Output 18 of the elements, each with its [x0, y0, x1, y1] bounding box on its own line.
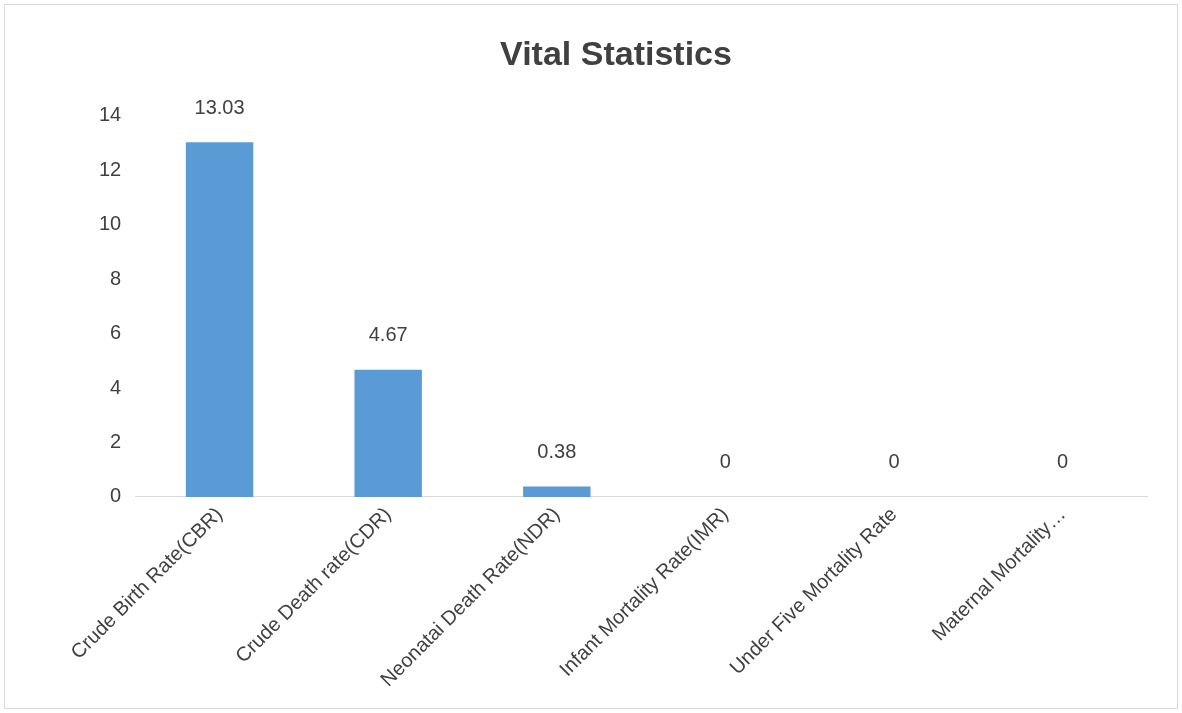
y-tick-label: 8	[110, 266, 122, 289]
data-label: 0	[719, 450, 731, 473]
chart-title: Vital Statistics	[500, 33, 732, 72]
y-tick-label: 4	[110, 375, 122, 398]
y-tick-label: 10	[99, 212, 122, 235]
y-tick-label: 6	[110, 321, 122, 344]
data-label: 13.03	[194, 95, 245, 118]
y-tick-label: 2	[110, 429, 122, 452]
y-tick-label: 0	[110, 484, 122, 507]
bar	[523, 486, 591, 497]
data-label: 0	[1057, 450, 1069, 473]
data-label: 0.38	[537, 440, 577, 463]
data-label: 4.67	[368, 323, 408, 346]
y-tick-label: 14	[99, 103, 122, 126]
bar	[185, 142, 254, 497]
data-label: 0	[888, 450, 900, 473]
y-tick-label: 12	[99, 157, 122, 180]
bar	[354, 369, 422, 497]
